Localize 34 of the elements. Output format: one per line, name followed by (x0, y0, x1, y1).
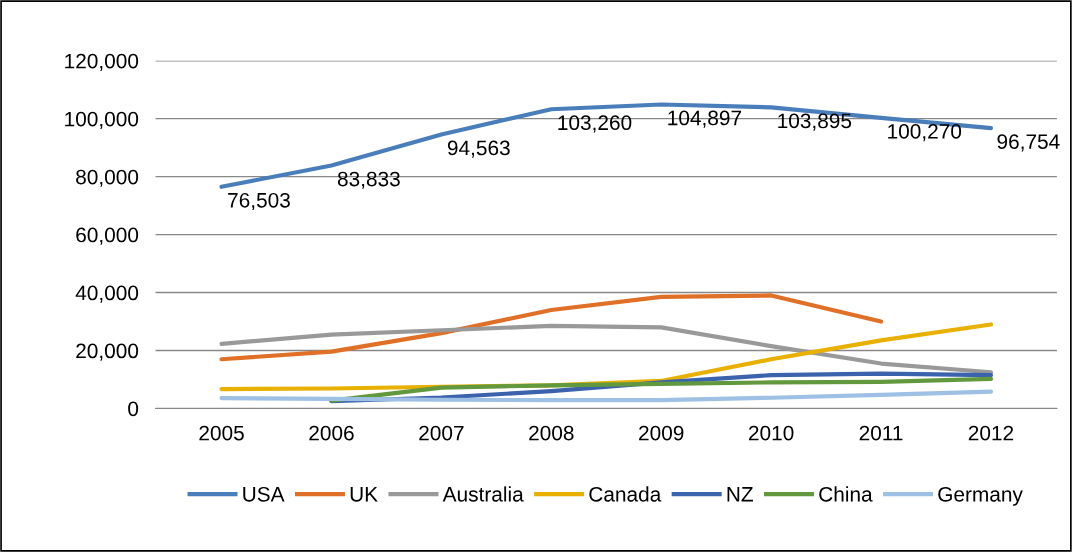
x-tick-label: 2008 (529, 425, 574, 441)
y-tick-label: 80,000 (76, 169, 139, 187)
y-tick-label: 60,000 (76, 227, 139, 245)
legend-label: Germany (938, 486, 1023, 506)
line-series (219, 323, 994, 375)
y-tick-label: 120,000 (65, 53, 139, 71)
data-label: 104,897 (668, 110, 742, 128)
data-label: 76,503 (228, 192, 290, 211)
legend-label: NZ (727, 487, 753, 502)
x-tick-label: 2009 (639, 425, 684, 441)
x-tick-label: 2011 (859, 425, 903, 441)
legend-label: Canada (589, 486, 662, 502)
x-tick-label: 2010 (749, 425, 794, 441)
data-label: 96,754 (997, 134, 1060, 152)
legend-label: Australia (442, 486, 524, 502)
x-tick-label: 2006 (309, 425, 354, 441)
legend-label: UK (350, 487, 378, 502)
y-tick-label: 40,000 (75, 285, 139, 303)
legend-label: USA (243, 486, 285, 502)
legend-label: China (819, 486, 873, 502)
y-tick-label: 100,000 (65, 111, 139, 129)
data-label: 94,563 (447, 140, 510, 158)
x-tick-label: 2007 (419, 425, 464, 441)
y-tick-label: 20,000 (76, 343, 139, 361)
data-label: 103,260 (558, 115, 632, 133)
x-tick-label: 2012 (968, 425, 1014, 441)
data-label: 83,833 (337, 171, 400, 189)
line-series (219, 389, 994, 403)
line-series (219, 102, 994, 189)
line-series (219, 293, 884, 362)
data-label: 103,895 (778, 113, 852, 131)
y-tick-label: 0 (128, 401, 139, 417)
data-label: 100,270 (888, 124, 962, 142)
x-tick-label: 2005 (199, 425, 244, 441)
